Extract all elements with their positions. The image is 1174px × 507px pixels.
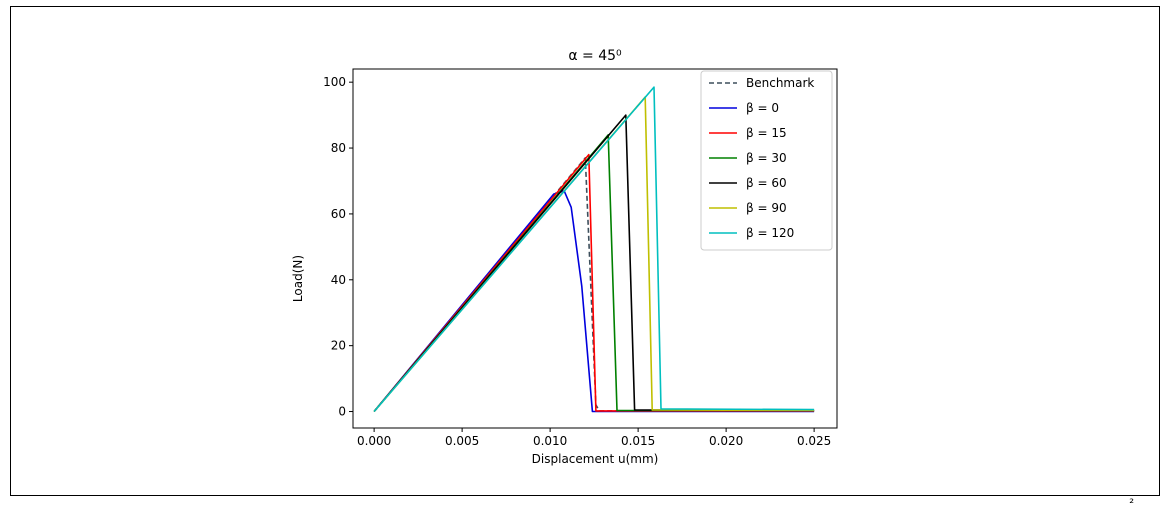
footer-text: ² bbox=[1129, 497, 1134, 507]
legend-label-4: β = 60 bbox=[746, 176, 787, 190]
x-tick-label: 0.015 bbox=[621, 434, 655, 448]
legend-label-6: β = 120 bbox=[746, 226, 794, 240]
y-tick-label: 80 bbox=[331, 141, 346, 155]
legend-label-1: β = 0 bbox=[746, 101, 779, 115]
plot-area-frame bbox=[352, 68, 838, 429]
legend: Benchmark β = 0 β = 15 β = 30 β = 60 β = 90 β … bbox=[700, 70, 833, 251]
x-axis-label: Displacement u(mm) bbox=[532, 452, 659, 466]
y-tick-label: 20 bbox=[331, 339, 346, 353]
chart-title: α = 45⁰ bbox=[568, 48, 622, 64]
legend-label-0: Benchmark bbox=[746, 76, 814, 90]
legend-label-5: β = 90 bbox=[746, 201, 787, 215]
line-chart: α = 45⁰ 0.000 0.005 0.010 0.015 0.020 0.025 0… bbox=[291, 48, 838, 466]
y-tick-label: 0 bbox=[338, 405, 346, 419]
legend-label-2: β = 15 bbox=[746, 126, 787, 140]
y-tick-label: 100 bbox=[323, 75, 346, 89]
title-text: α = 45⁰ bbox=[568, 48, 622, 64]
legend-label-3: β = 30 bbox=[746, 151, 787, 165]
legend-box bbox=[700, 70, 833, 251]
x-tick-label: 0.000 bbox=[357, 434, 391, 448]
y-axis-label: Load(N) bbox=[291, 255, 305, 302]
x-tick-label: 0.010 bbox=[533, 434, 567, 448]
series-line-6 bbox=[373, 86, 815, 413]
series-line-1 bbox=[373, 190, 815, 413]
y-tick-label: 40 bbox=[331, 273, 346, 287]
y-tick-label: 60 bbox=[331, 207, 346, 221]
x-label-text: Displacement u(mm) bbox=[532, 452, 659, 466]
x-tick-label: 0.020 bbox=[709, 434, 743, 448]
y-axis-ticks: 0 20 40 60 80 100 bbox=[323, 75, 353, 419]
x-axis-ticks: 0.000 0.005 0.010 0.015 0.020 0.025 bbox=[357, 428, 831, 448]
x-tick-label: 0.005 bbox=[445, 434, 479, 448]
figure-frame: α = 45⁰ 0.000 0.005 0.010 0.015 0.020 0.025 0… bbox=[10, 6, 1160, 496]
x-tick-label: 0.025 bbox=[797, 434, 831, 448]
series-lines bbox=[373, 86, 815, 413]
